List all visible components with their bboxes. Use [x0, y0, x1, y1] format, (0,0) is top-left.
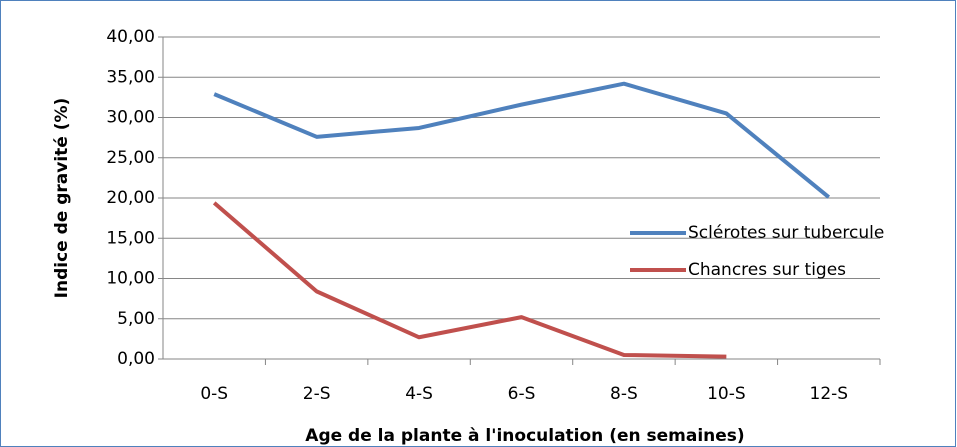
x-tick-label: 12-S [810, 384, 849, 404]
y-tick-label: 5,00 [117, 309, 155, 329]
x-tick-label: 0-S [200, 384, 228, 404]
x-tick-label: 10-S [707, 384, 746, 404]
y-tick-label: 10,00 [106, 269, 155, 289]
y-tick-label: 20,00 [106, 188, 155, 208]
x-tick-label: 6-S [508, 384, 536, 404]
y-tick-label: 40,00 [106, 27, 155, 47]
legend-label: Sclérotes sur tubercule [688, 223, 884, 243]
y-axis-title: Indice de gravité (%) [52, 98, 72, 299]
x-tick-label: 8-S [610, 384, 638, 404]
legend-label: Chancres sur tiges [688, 260, 846, 280]
x-axis-title: Age de la plante à l'inoculation (en sem… [305, 426, 744, 446]
x-tick-label: 4-S [405, 384, 433, 404]
y-tick-label: 0,00 [117, 349, 155, 369]
y-tick-label: 25,00 [106, 148, 155, 168]
x-tick-label: 2-S [303, 384, 331, 404]
series-line [212, 201, 727, 359]
y-tick-label: 35,00 [106, 67, 155, 87]
series-line [213, 81, 831, 199]
y-tick-label: 30,00 [106, 108, 155, 128]
y-tick-label: 15,00 [106, 228, 155, 248]
